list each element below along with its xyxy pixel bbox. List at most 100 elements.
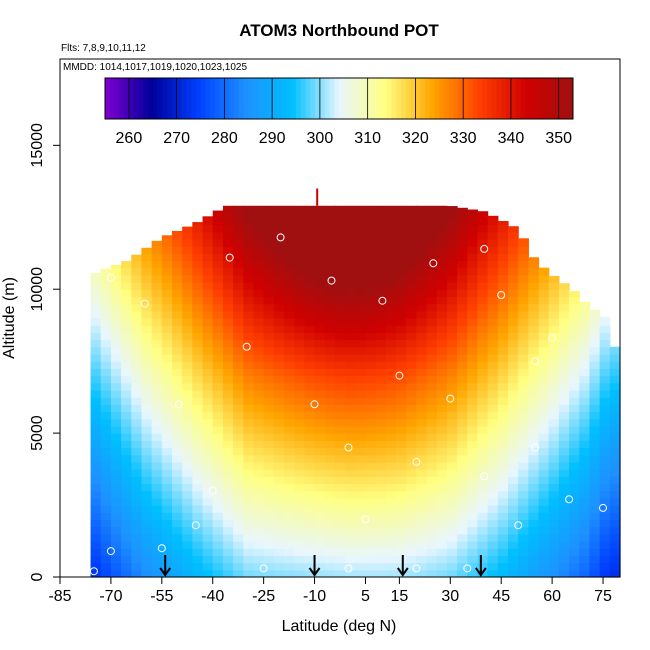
- heat-cell: [385, 260, 397, 269]
- heat-cell: [110, 562, 122, 571]
- heat-cell: [294, 425, 305, 434]
- heat-cell: [355, 368, 367, 377]
- heat-cell: [192, 533, 204, 542]
- heat-cell: [345, 325, 356, 333]
- colorbar-segment: [386, 78, 393, 119]
- heat-cell: [233, 246, 244, 254]
- heat-cell: [233, 476, 244, 485]
- heat-cell: [436, 425, 448, 434]
- heat-cell: [538, 461, 550, 470]
- heat-cell: [304, 490, 316, 499]
- heat-cell: [243, 217, 255, 226]
- heat-cell: [121, 469, 132, 477]
- heat-cell: [497, 483, 509, 492]
- heat-cell: [436, 368, 448, 377]
- heat-cell: [161, 353, 173, 362]
- heat-cell: [345, 368, 356, 377]
- heat-cell: [426, 296, 438, 305]
- heat-cell: [508, 476, 519, 485]
- heat-cell: [569, 512, 580, 521]
- heat-cell: [243, 267, 255, 276]
- heat-cell: [375, 569, 387, 578]
- heat-cell: [467, 361, 479, 369]
- heat-cell: [365, 505, 377, 513]
- heat-cell: [589, 389, 601, 398]
- heat-cell: [518, 440, 529, 449]
- colorbar-segment: [487, 78, 493, 119]
- heat-cell: [518, 411, 529, 420]
- heat-cell: [385, 318, 397, 326]
- heat-cell: [446, 497, 458, 506]
- heat-cell: [558, 433, 570, 441]
- heat-cell: [110, 282, 122, 290]
- heat-cell: [385, 339, 397, 348]
- heat-cell: [365, 490, 377, 499]
- heat-cell: [161, 238, 173, 247]
- heat-cell: [477, 267, 489, 276]
- heat-cell: [151, 240, 163, 247]
- heat-cell: [446, 440, 458, 449]
- heat-cell: [508, 260, 519, 269]
- heat-cell: [426, 418, 438, 427]
- heat-cell: [161, 418, 173, 427]
- heat-cell: [548, 411, 560, 420]
- heat-cell: [273, 440, 285, 449]
- heat-cell: [569, 548, 580, 557]
- heat-cell: [314, 418, 326, 427]
- colorbar-segment: [276, 78, 283, 119]
- heat-cell: [100, 303, 112, 312]
- heat-cell: [528, 569, 540, 578]
- heat-cell: [446, 519, 458, 528]
- heat-cell: [579, 318, 591, 326]
- heat-cell: [446, 267, 458, 276]
- x-axis-label: Latitude (deg N): [282, 618, 397, 635]
- heat-cell: [222, 425, 234, 434]
- heat-cell: [314, 368, 326, 377]
- colorbar-tick-label: 320: [402, 130, 429, 147]
- heat-cell: [161, 260, 173, 269]
- heat-cell: [365, 375, 377, 384]
- heat-cell: [558, 548, 570, 557]
- heat-cell: [294, 368, 305, 377]
- heat-cell: [243, 454, 255, 463]
- heat-cell: [212, 526, 224, 535]
- heat-cell: [161, 274, 173, 283]
- heat-cell: [589, 368, 601, 377]
- heat-cell: [212, 411, 224, 420]
- heat-cell: [202, 217, 214, 226]
- heat-cell: [436, 440, 448, 449]
- heat-cell: [324, 433, 336, 441]
- heat-cell: [90, 332, 102, 341]
- heat-cell: [294, 325, 305, 333]
- colorbar-segment: [348, 78, 354, 119]
- heat-cell: [253, 282, 265, 290]
- colorbar-segment: [248, 78, 254, 119]
- heat-cell: [182, 238, 193, 247]
- heat-cell: [487, 353, 499, 362]
- x-tick-label: -25: [252, 588, 275, 605]
- heat-cell: [569, 562, 580, 571]
- heat-cell: [487, 346, 499, 355]
- heat-cell: [579, 555, 591, 564]
- heat-cell: [487, 397, 499, 405]
- heat-cell: [151, 361, 163, 369]
- heat-cell: [477, 389, 489, 398]
- heat-cell: [233, 569, 244, 578]
- heat-cell: [212, 469, 224, 477]
- heat-cell: [548, 276, 560, 283]
- heat-cell: [446, 353, 458, 362]
- heat-cell: [487, 332, 499, 341]
- heat-cell: [131, 555, 143, 564]
- heat-cell: [253, 497, 265, 506]
- heat-cell: [528, 289, 540, 298]
- heat-cell: [416, 217, 428, 226]
- heat-cell: [487, 296, 499, 305]
- heat-cell: [569, 404, 580, 413]
- heat-cell: [497, 469, 509, 477]
- colorbar-segment: [105, 78, 111, 119]
- heat-cell: [385, 497, 397, 506]
- heat-cell: [508, 490, 519, 499]
- heat-cell: [202, 361, 214, 369]
- heat-cell: [375, 555, 387, 564]
- heat-cell: [172, 353, 183, 362]
